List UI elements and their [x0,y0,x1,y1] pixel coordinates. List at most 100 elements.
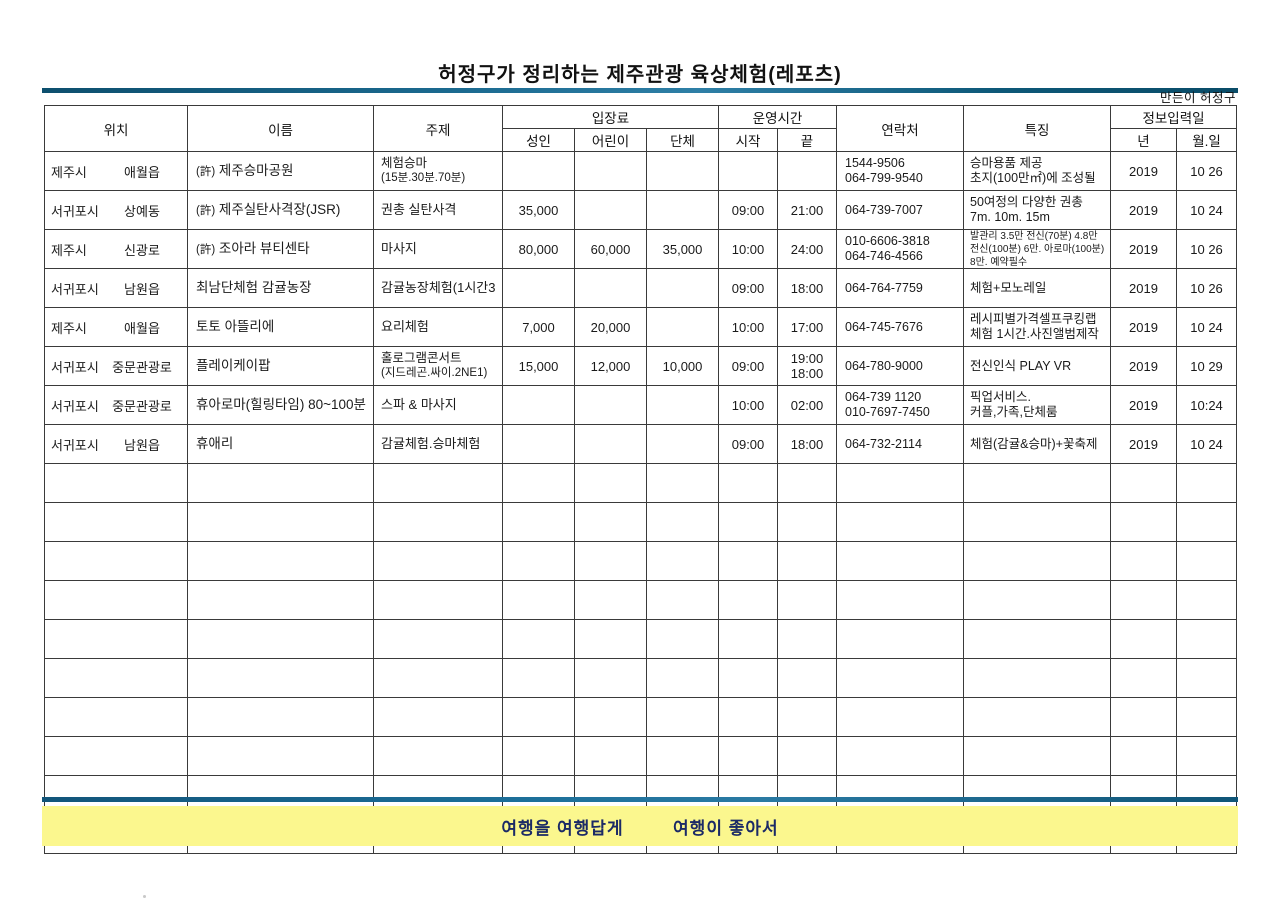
cell-empty [502,580,575,620]
cell-contact: 064-732-2114 [836,424,965,464]
cell-empty [373,541,503,581]
location-city: 제주시 [51,164,87,180]
cell-hours-end: 21:00 [777,190,838,230]
header-features: 특징 [963,105,1112,152]
cell-empty [963,502,1112,542]
cell-empty [718,463,779,503]
cell-name: 휴아로마(힐링타임) 80~100분 [187,385,374,425]
cell-hours-start: 09:00 [718,346,779,386]
feature-text: 체험(감귤&승마)+꽃축제 [965,426,1110,462]
cell-fee-adult [502,151,575,191]
cell-fee-group [645,424,720,464]
cell-empty [1176,697,1238,737]
cell-empty [836,658,965,698]
tourism-activities-table: 위치 이름 주제 입장료 운영시간 연락처 특징 정보입력일 성인 어린이 단체… [44,105,1238,854]
header-date-monthday: 월.일 [1176,128,1238,152]
cell-empty [1110,463,1178,503]
cell-location: 제주시 애월읍 [44,307,188,347]
cell-name: 토토 아뜰리에 [187,307,374,347]
location-city: 제주시 [51,242,87,258]
location-district: 중문관광로 [112,359,172,375]
cell-name: (許) 조아라 뷰티센타 [187,229,374,269]
cell-empty [1110,541,1178,581]
cell-features: 픽업서비스. 커플,가족,단체룸 [963,385,1112,425]
cell-empty [44,580,188,620]
contact-line-1: 064-732-2114 [845,436,922,451]
cell-hours-end: 19:00 18:00 [777,346,838,386]
cell-empty [502,502,575,542]
cell-features: 레시피별가격셀프쿠킹랩 체험 1시간.사진앨범제작 [963,307,1112,347]
cell-hours-end: 18:00 [777,424,838,464]
cell-hours-end: 17:00 [777,307,838,347]
cell-empty [1176,658,1238,698]
header-hours-end: 끝 [777,128,838,152]
cell-empty [502,463,575,503]
cell-empty [1176,736,1238,776]
cell-hours-start: 09:00 [718,190,779,230]
footer-divider-rule [42,797,1238,802]
cell-fee-adult: 80,000 [502,229,575,269]
cell-empty [1110,502,1178,542]
cell-date-year: 2019 [1110,268,1178,308]
cell-empty [1110,736,1178,776]
cell-date-year: 2019 [1110,385,1178,425]
contact-line-1: 064-764-7759 [845,280,923,295]
cell-empty [645,502,720,542]
cell-location: 서귀포시 중문관광로 [44,346,188,386]
subject-text: 체험승마 (15분.30분.70분) [375,153,502,189]
contact-numbers: 1544-9506 064-799-9540 [838,153,963,189]
cell-empty [777,736,838,776]
cell-empty [645,697,720,737]
feature-line-2: 체험 1시간.사진앨범제작 [970,327,1099,341]
location-district: 상예동 [124,203,160,219]
cell-empty [718,541,779,581]
contact-numbers: 064-739 1120 010-7697-7450 [838,387,963,423]
subject-line-1: 홀로그램콘서트 [381,351,462,365]
contact-numbers: 064-764-7759 [838,270,963,306]
cell-empty [373,736,503,776]
hours-end-line-1: 19:00 [790,351,824,366]
cell-empty [1176,502,1238,542]
cell-empty [963,541,1112,581]
feature-text: 레시피별가격셀프쿠킹랩 체험 1시간.사진앨범제작 [965,309,1110,345]
cell-empty [645,619,720,659]
activity-name: (許) 제주실탄사격장(JSR) [196,201,341,217]
contact-line-1: 064-739-7007 [845,202,923,217]
cell-empty [718,697,779,737]
cell-fee-child: 20,000 [574,307,647,347]
cell-hours-start: 10:00 [718,229,779,269]
cell-empty [1110,658,1178,698]
cell-empty [836,697,965,737]
activity-name: 최남단체험 감귤농장 [196,280,312,295]
cell-fee-group [645,268,720,308]
feature-line-1: 승마용품 제공 [970,156,1043,170]
cell-empty [836,502,965,542]
cell-empty [373,463,503,503]
location-district: 남원읍 [124,281,160,297]
cell-empty [836,619,965,659]
cell-empty [373,697,503,737]
header-row-bottom: 성인 어린이 단체 시작 끝 년 월.일 [45,128,1238,152]
cell-empty [836,736,965,776]
cell-empty [777,697,838,737]
feature-text: 50여정의 다양한 권총 7m. 10m. 15m [965,192,1110,228]
cell-empty [373,502,503,542]
cell-name: 최남단체험 감귤농장 [187,268,374,308]
location-district: 남원읍 [124,437,160,453]
cell-empty [777,541,838,581]
cell-empty [44,541,188,581]
cell-fee-adult: 15,000 [502,346,575,386]
cell-fee-child [574,151,647,191]
cell-empty [187,541,374,581]
cell-empty [777,463,838,503]
contact-line-2: 064-799-9540 [845,171,923,185]
feature-line-1: 발관리 3.5만 전신(70분) 4.8만 [970,230,1098,242]
table-row-empty [44,502,1238,542]
cell-empty [44,463,188,503]
cell-contact: 1544-9506 064-799-9540 [836,151,965,191]
table-row-empty [44,658,1238,698]
cell-features: 50여정의 다양한 권총 7m. 10m. 15m [963,190,1112,230]
location-city: 제주시 [51,320,87,336]
cell-hours-end [777,151,838,191]
